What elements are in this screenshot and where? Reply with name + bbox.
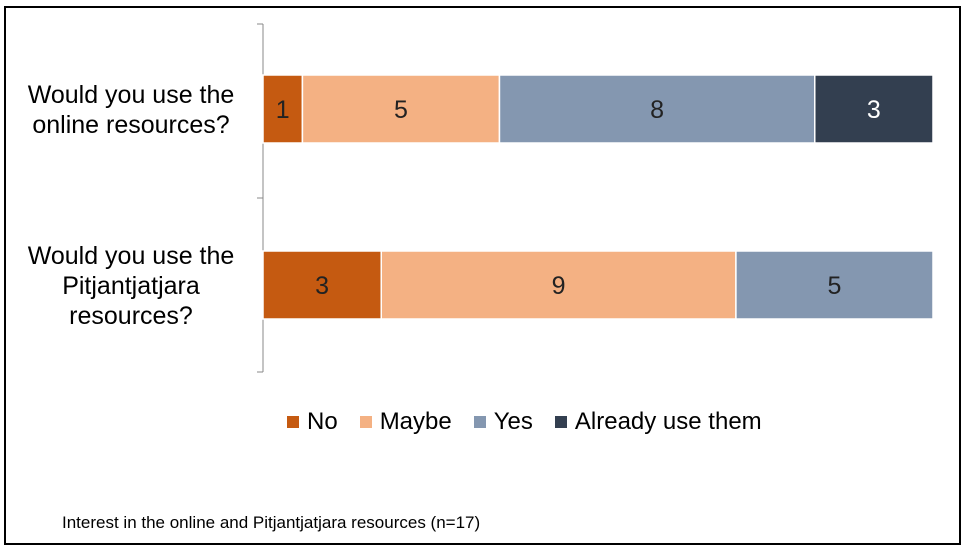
legend-label: Yes xyxy=(493,408,533,435)
data-label: 5 xyxy=(394,96,408,124)
bar-segment-yes xyxy=(498,74,816,144)
category-label: Would you use the xyxy=(28,242,235,270)
chart-legend: No Maybe Yes Already use them xyxy=(287,408,784,436)
legend-swatch xyxy=(473,416,486,428)
data-label: 3 xyxy=(315,272,329,300)
legend-label: Already use them xyxy=(574,408,762,435)
data-label: 3 xyxy=(867,96,881,124)
category-label: resources? xyxy=(69,302,193,330)
legend-item: Already use them xyxy=(554,408,762,436)
legend-swatch xyxy=(359,416,372,428)
data-label: 8 xyxy=(650,96,664,124)
bar-segment-no xyxy=(262,250,382,320)
data-label: 9 xyxy=(552,272,566,300)
category-label: Pitjantjatjara xyxy=(62,272,200,300)
data-label: 5 xyxy=(828,272,842,300)
bar-segment-yes xyxy=(735,250,934,320)
legend-swatch xyxy=(554,416,567,428)
legend-label: No xyxy=(307,408,338,435)
category-label: online resources? xyxy=(32,111,229,139)
chart-caption: Interest in the online and Pitjantjatjar… xyxy=(62,513,481,532)
bar-segment-already-use-them xyxy=(814,74,934,144)
category-label: Would you use the xyxy=(28,81,235,109)
legend-item: No xyxy=(287,408,338,436)
legend-item: Yes xyxy=(473,408,533,436)
legend-item: Maybe xyxy=(359,408,452,436)
bar-segment-no xyxy=(262,74,304,144)
legend-label: Maybe xyxy=(379,408,452,435)
legend-swatch xyxy=(287,416,299,428)
data-label: 1 xyxy=(276,96,290,124)
bar-segment-maybe xyxy=(301,74,501,144)
